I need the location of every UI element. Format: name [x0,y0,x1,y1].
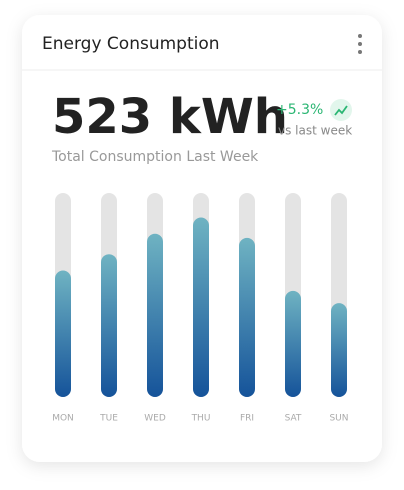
change-value: +5.3% [276,102,323,118]
x-tick-label: TUE [99,414,118,424]
bar [193,217,209,397]
bar [147,233,163,397]
x-tick-label: MON [52,414,74,424]
bar [55,270,71,397]
caption: Total Consumption Last Week [51,149,259,165]
bar [285,290,301,397]
change-note: vs last week [278,124,352,138]
total-value: 523 kWh [52,89,288,145]
bar [331,303,347,397]
bar [239,237,255,397]
x-tick-label: SAT [285,414,302,424]
x-tick-label: FRI [240,414,254,424]
menu-button[interactable] [358,34,362,54]
trend-icon [330,99,352,121]
x-tick-label: SUN [329,414,348,424]
bar [101,254,117,397]
card-title: Energy Consumption [42,34,220,54]
x-tick-label: WED [144,414,166,424]
x-tick-label: THU [191,414,211,424]
